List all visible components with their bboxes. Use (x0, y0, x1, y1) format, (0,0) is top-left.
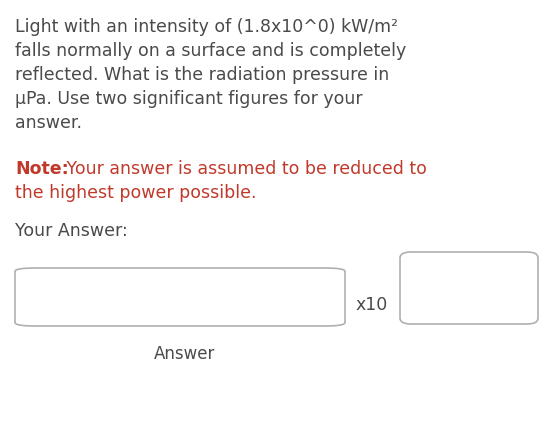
Text: Note:: Note: (15, 160, 69, 178)
Text: Light with an intensity of (1.8x10^0) kW/m²: Light with an intensity of (1.8x10^0) kW… (15, 18, 398, 36)
Text: Your Answer:: Your Answer: (15, 222, 128, 240)
Text: μPa. Use two significant figures for your: μPa. Use two significant figures for you… (15, 90, 363, 108)
Text: falls normally on a surface and is completely: falls normally on a surface and is compl… (15, 42, 406, 60)
FancyBboxPatch shape (15, 268, 345, 326)
Text: x10: x10 (356, 296, 388, 314)
FancyBboxPatch shape (400, 252, 538, 324)
Text: the highest power possible.: the highest power possible. (15, 184, 256, 202)
Text: Answer: Answer (155, 345, 216, 363)
Text: Your answer is assumed to be reduced to: Your answer is assumed to be reduced to (61, 160, 427, 178)
Text: answer.: answer. (15, 114, 82, 132)
Text: reflected. What is the radiation pressure in: reflected. What is the radiation pressur… (15, 66, 389, 84)
